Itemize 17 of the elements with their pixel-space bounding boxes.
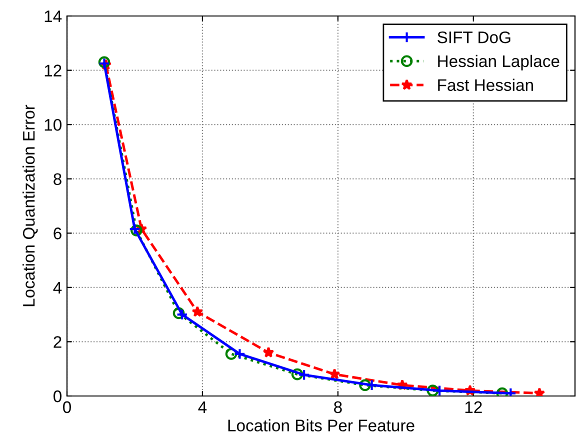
x-axis-title: Location Bits Per Feature (228, 419, 414, 432)
y-tick-label: 6 (54, 228, 62, 240)
legend-label: Hessian Laplace (438, 54, 560, 70)
y-axis-title: Location Quantization Error (22, 104, 38, 306)
y-tick-label: 0 (54, 390, 62, 402)
y-tick-label: 10 (44, 118, 62, 131)
x-tick-label: 0 (63, 401, 71, 414)
y-tick-label: 12 (44, 64, 62, 76)
y-tick-label: 14 (44, 10, 62, 22)
legend-label: Fast Hessian (438, 78, 533, 91)
y-tick-label: 4 (53, 282, 62, 294)
x-tick-label: 4 (198, 401, 207, 413)
y-tick-label: 2 (54, 336, 62, 348)
x-tick-label: 8 (334, 401, 342, 414)
x-tick-label: 12 (465, 401, 482, 413)
legend-label: SIFT DoG (438, 31, 510, 44)
y-tick-label: 8 (54, 173, 62, 186)
